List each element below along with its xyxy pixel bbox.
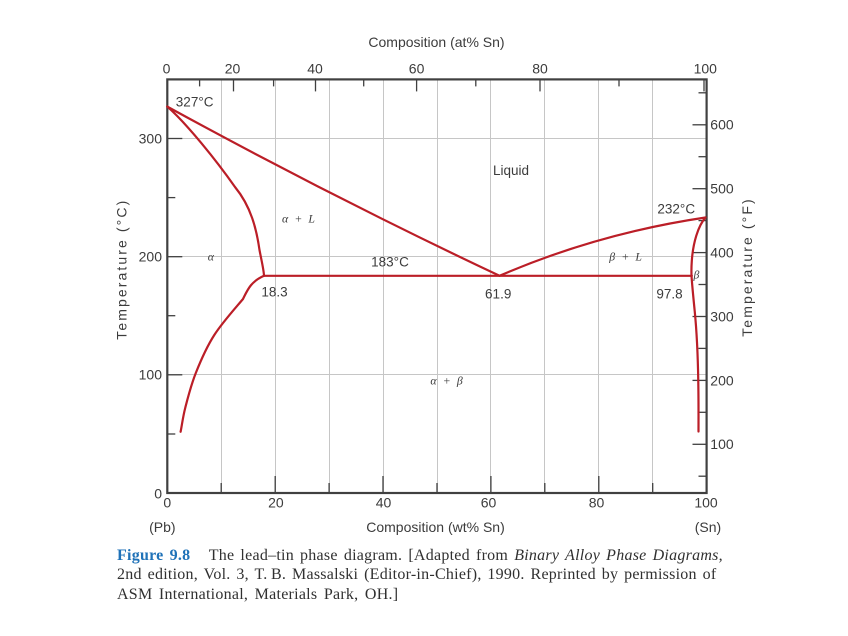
svg-text:Composition (at% Sn): Composition (at% Sn) — [368, 34, 504, 50]
svg-text:α: α — [208, 250, 215, 264]
svg-text:183°C: 183°C — [371, 255, 409, 270]
svg-text:60: 60 — [409, 60, 425, 76]
svg-text:100: 100 — [694, 495, 718, 511]
svg-text:40: 40 — [307, 60, 323, 76]
svg-text:600: 600 — [710, 117, 734, 133]
svg-text:300: 300 — [139, 130, 163, 146]
svg-text:200: 200 — [139, 248, 163, 264]
svg-text:(Sn): (Sn) — [695, 519, 721, 535]
svg-text:Composition (wt% Sn): Composition (wt% Sn) — [366, 519, 505, 535]
svg-text:400: 400 — [710, 245, 734, 261]
svg-text:Temperature (°F): Temperature (°F) — [739, 197, 755, 337]
svg-text:80: 80 — [589, 495, 605, 511]
svg-text:80: 80 — [532, 60, 548, 76]
svg-text:18.3: 18.3 — [261, 285, 287, 300]
svg-text:97.8: 97.8 — [656, 287, 682, 302]
svg-text:61.9: 61.9 — [485, 287, 511, 302]
svg-text:40: 40 — [376, 495, 392, 511]
svg-text:(Pb): (Pb) — [149, 519, 175, 535]
svg-text:β + L: β + L — [608, 250, 642, 264]
svg-text:Liquid: Liquid — [493, 163, 529, 178]
svg-text:20: 20 — [225, 60, 241, 76]
svg-text:100: 100 — [694, 60, 718, 76]
svg-text:20: 20 — [268, 495, 284, 511]
svg-text:β: β — [693, 268, 700, 282]
svg-text:100: 100 — [710, 436, 734, 452]
svg-text:α + β: α + β — [430, 374, 462, 388]
svg-text:0: 0 — [163, 495, 171, 511]
svg-text:0: 0 — [154, 486, 162, 502]
svg-text:300: 300 — [710, 308, 734, 324]
svg-text:327°C: 327°C — [176, 94, 214, 109]
svg-text:60: 60 — [481, 495, 497, 511]
svg-text:α + L: α + L — [282, 211, 315, 225]
svg-text:100: 100 — [139, 367, 163, 383]
svg-text:500: 500 — [710, 181, 734, 197]
svg-text:0: 0 — [163, 60, 171, 76]
svg-text:232°C: 232°C — [657, 202, 695, 217]
svg-text:200: 200 — [710, 372, 734, 388]
svg-text:Temperature (°C): Temperature (°C) — [113, 199, 129, 340]
